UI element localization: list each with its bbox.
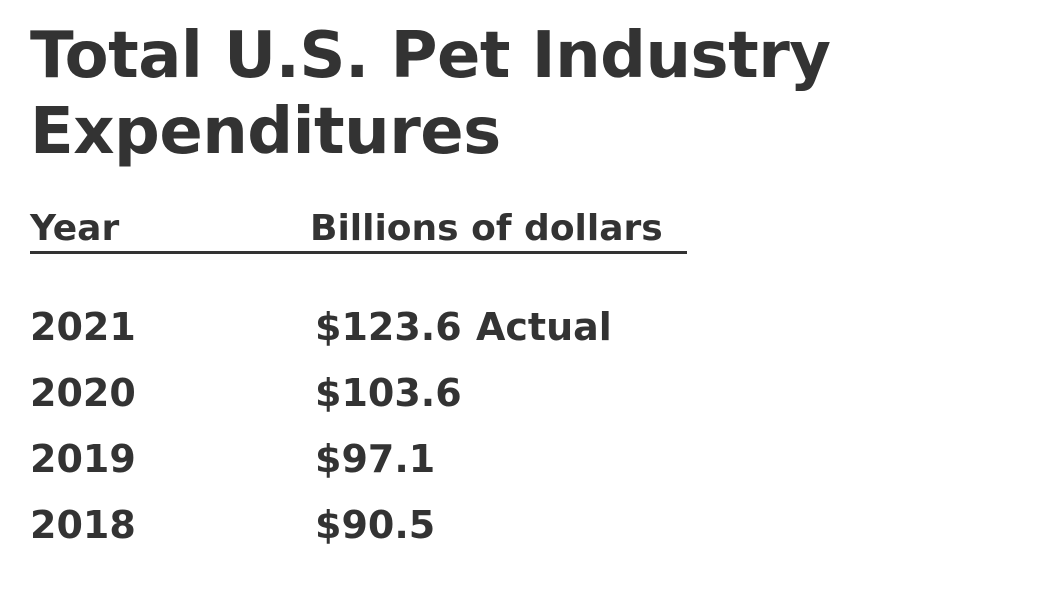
value-cell: $103.6 [315,371,462,415]
table-body: 2021 $123.6 Actual 2020 $103.6 2019 $97.… [30,298,830,562]
column-header-value: Billions of dollars [310,208,663,249]
value-cell: $97.1 [315,437,436,481]
chart-title: Total U.S. Pet Industry Expenditures [30,19,831,169]
year-cell: 2021 [30,305,136,349]
value-cell: $90.5 [315,503,436,547]
year-cell: 2019 [30,437,136,481]
column-header-year: Year [30,208,120,249]
table-row: 2021 $123.6 Actual [30,298,830,364]
table-header: Year Billions of dollars [30,206,687,254]
note-cell: Actual [476,305,612,349]
table-row: 2020 $103.6 [30,364,830,430]
table-row: 2018 $90.5 [30,496,830,562]
year-cell: 2020 [30,371,136,415]
value-cell: $123.6 [315,305,462,349]
year-cell: 2018 [30,503,136,547]
table-row: 2019 $97.1 [30,430,830,496]
